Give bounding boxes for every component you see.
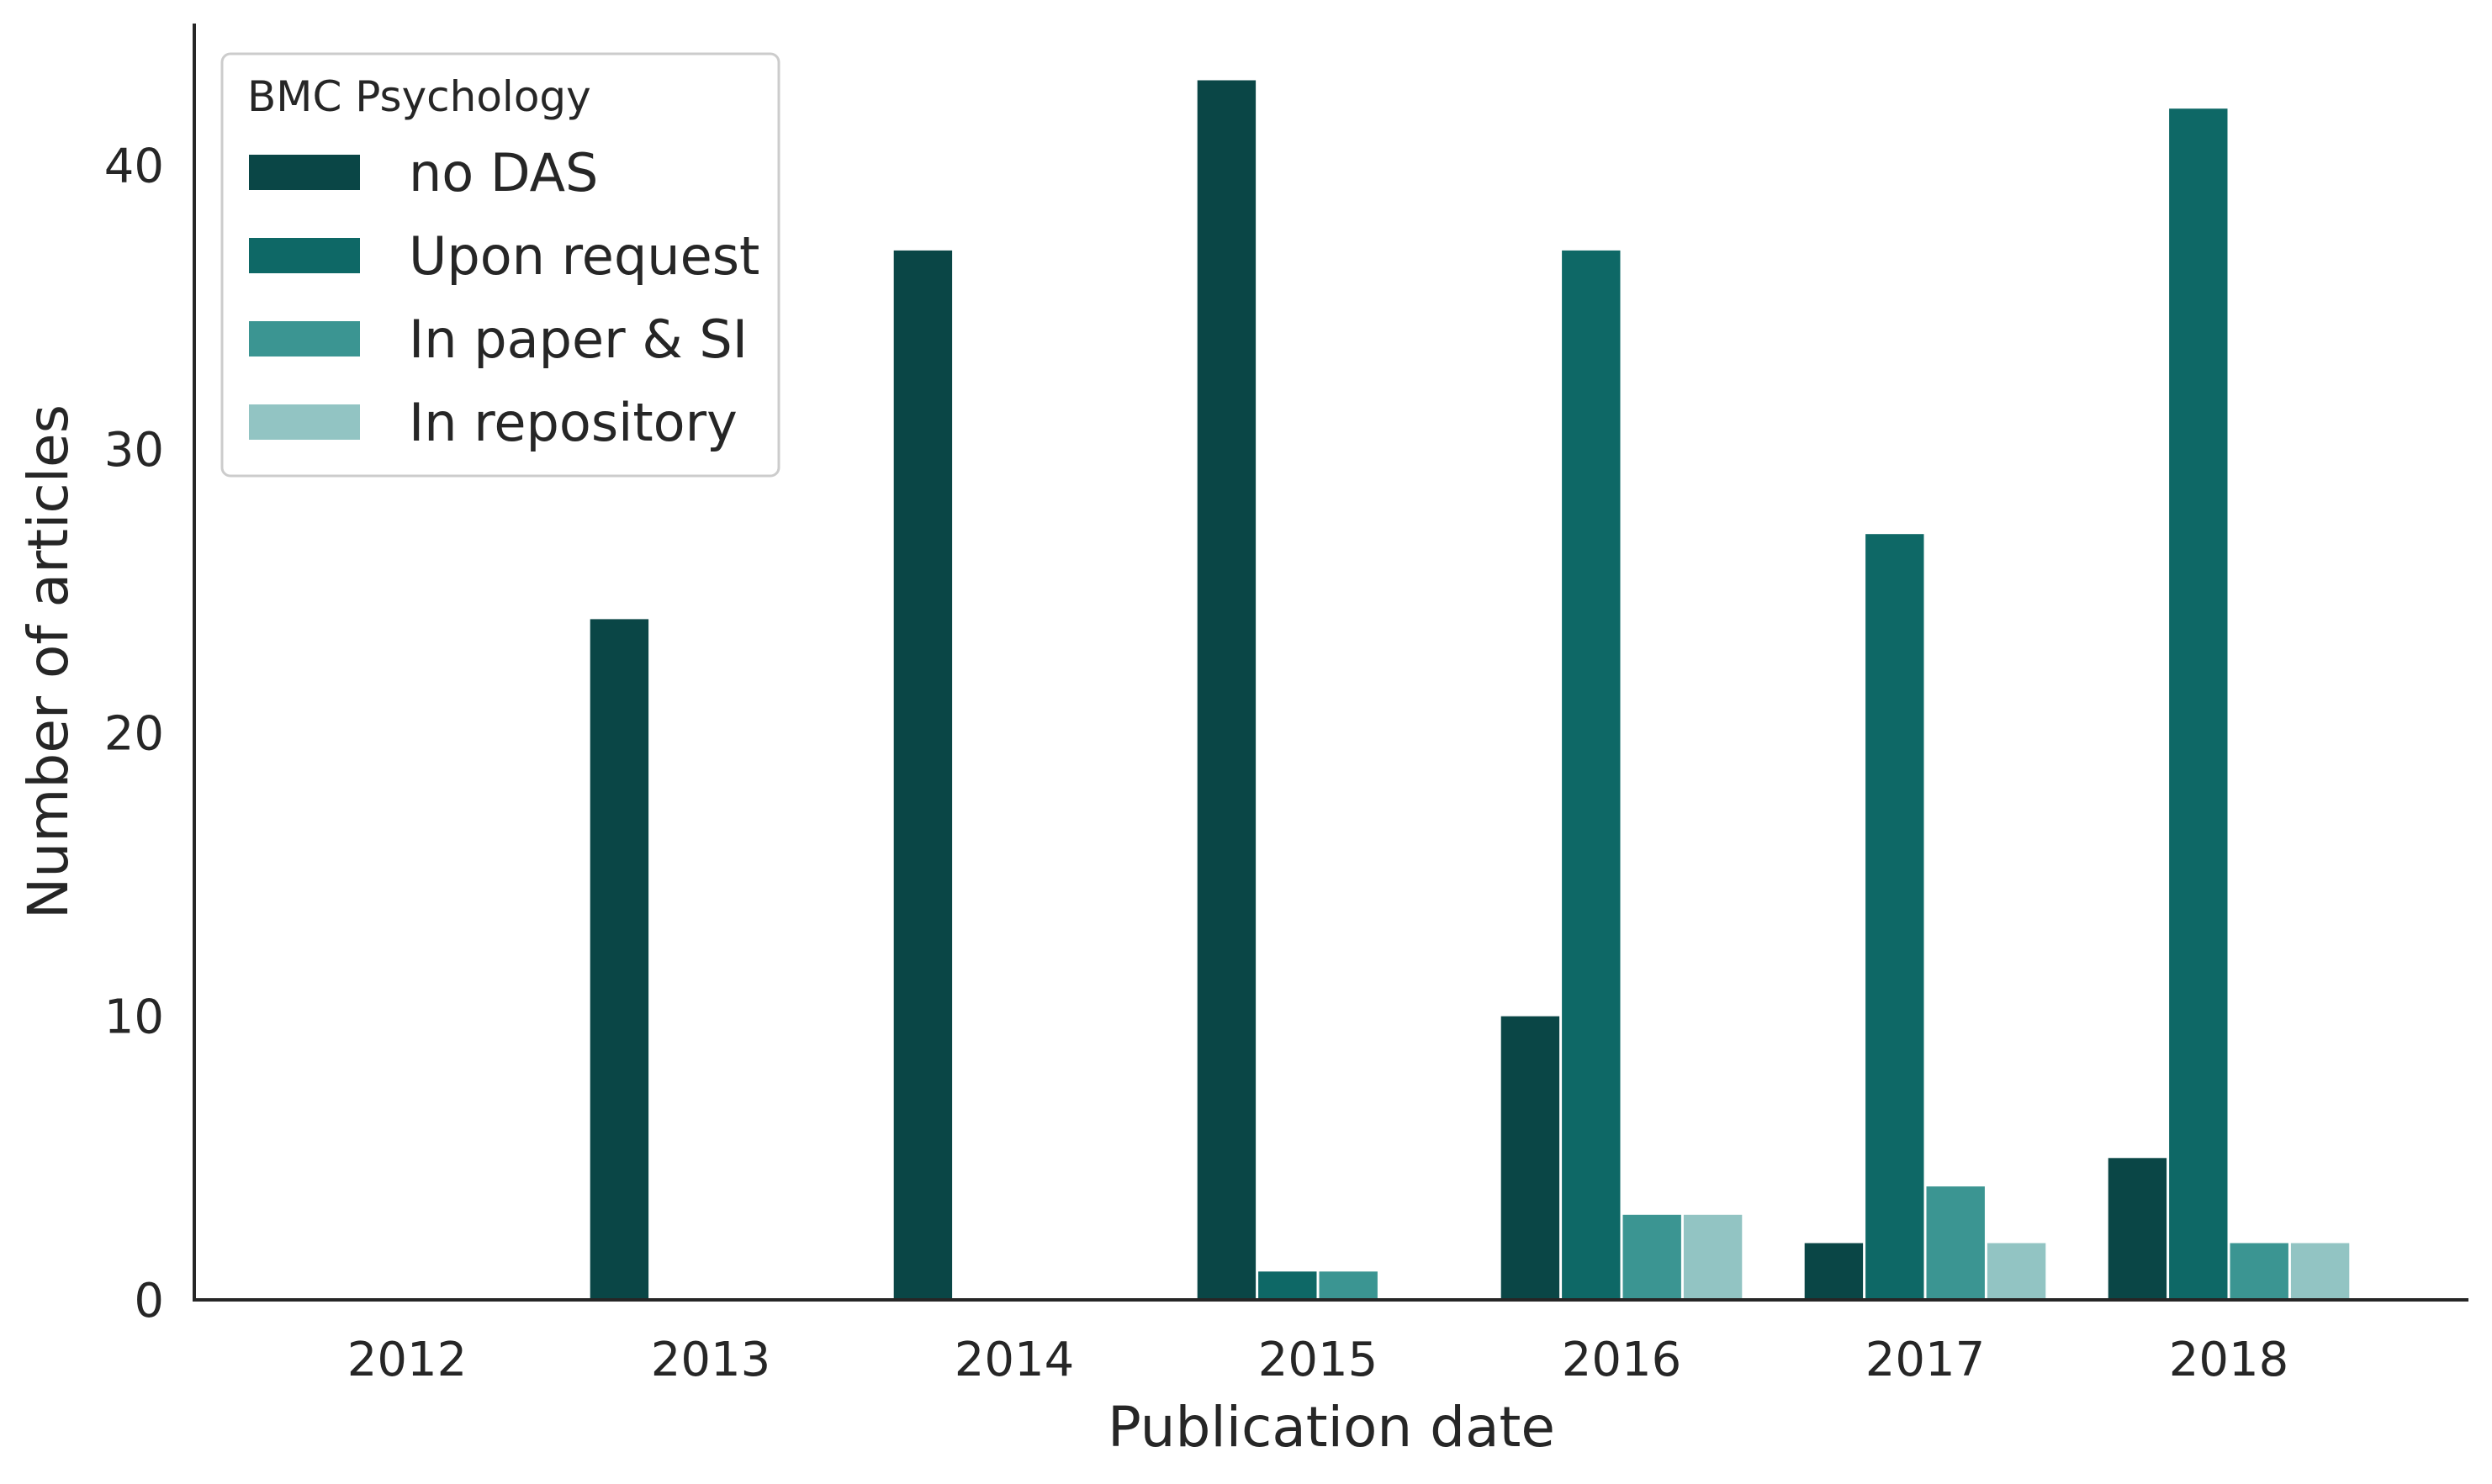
bar-upon-request-2017 <box>1865 534 1924 1300</box>
bar-no-das-2017 <box>1804 1243 1864 1300</box>
legend-title: BMC Psychology <box>247 72 591 121</box>
y-tick-label: 0 <box>134 1274 164 1328</box>
bar-in-paper-si-2017 <box>1926 1186 1985 1300</box>
bar-no-das-2013 <box>590 619 649 1300</box>
legend-swatch <box>249 404 360 440</box>
bar-no-das-2014 <box>893 250 953 1300</box>
bar-upon-request-2018 <box>2169 108 2228 1301</box>
bar-no-das-2016 <box>1500 1016 1560 1300</box>
legend-swatch <box>249 238 360 273</box>
x-tick-label: 2016 <box>1562 1333 1682 1387</box>
y-tick-label: 10 <box>104 990 164 1045</box>
legend-swatch <box>249 155 360 190</box>
bar-no-das-2015 <box>1197 80 1257 1300</box>
y-tick-label: 20 <box>104 706 164 761</box>
bar-no-das-2018 <box>2108 1158 2167 1300</box>
legend-entries: no DAS Upon request In paper & SI In reposi… <box>249 142 759 453</box>
legend-frame <box>220 52 780 478</box>
bar-in-paper-si-2015 <box>1319 1271 1378 1300</box>
y-axis-label: Number of articles <box>16 404 81 919</box>
x-tick-label: 2018 <box>2169 1333 2289 1387</box>
x-tick-labels: 2012 2013 2014 2015 2016 2017 2018 <box>347 1333 2289 1387</box>
bar-upon-request-2016 <box>1562 250 1621 1300</box>
x-axis-label: Publication date <box>1108 1395 1555 1460</box>
legend-label: no DAS <box>409 142 598 203</box>
bar-in-paper-si-2018 <box>2230 1243 2288 1300</box>
y-tick-label: 40 <box>104 140 164 194</box>
y-tick-label: 30 <box>104 423 164 478</box>
bar-in-repository-2018 <box>2290 1243 2350 1300</box>
legend-label: In paper & SI <box>409 309 748 370</box>
bar-in-repository-2016 <box>1683 1214 1743 1300</box>
bars-group <box>590 80 2350 1301</box>
legend-swatch <box>249 321 360 356</box>
x-tick-label: 2013 <box>651 1333 771 1387</box>
y-tick-labels: 0 10 20 30 40 <box>104 140 164 1328</box>
x-tick-label: 2012 <box>347 1333 468 1387</box>
x-tick-label: 2014 <box>955 1333 1075 1387</box>
x-tick-label: 2017 <box>1865 1333 1986 1387</box>
legend-label: Upon request <box>409 225 759 287</box>
bar-in-repository-2017 <box>1987 1243 2046 1300</box>
legend-label: In repository <box>409 392 738 453</box>
x-tick-label: 2015 <box>1258 1333 1378 1387</box>
bar-upon-request-2015 <box>1258 1271 1317 1300</box>
legend: BMC Psychology no DAS Upon request In pape… <box>220 52 780 478</box>
bar-in-paper-si-2016 <box>1622 1214 1681 1300</box>
